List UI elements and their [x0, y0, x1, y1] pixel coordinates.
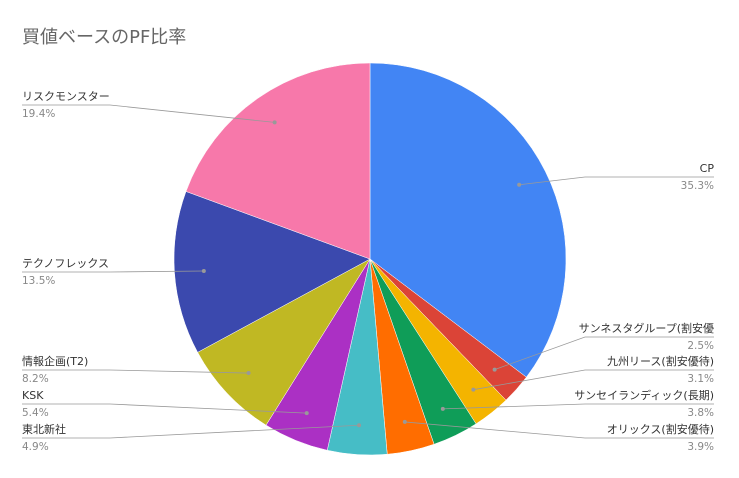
- slice-label: 情報企画(T2): [22, 354, 88, 368]
- leader-line: [22, 270, 204, 273]
- slice-value-label: 2.5%: [687, 340, 714, 352]
- slice-value-label: 35.3%: [681, 180, 714, 192]
- slice-label: サンネスタグループ(割安優: [579, 321, 714, 335]
- slice-label: テクノフレックス: [22, 257, 109, 270]
- leader-dot: [517, 182, 522, 187]
- leader-dot: [440, 406, 445, 411]
- leader-dot: [201, 269, 206, 274]
- leader-dot: [492, 367, 497, 372]
- slice-label: リスクモンスター: [22, 90, 110, 103]
- pie-slice: [173, 191, 371, 353]
- pie-slice: [185, 62, 371, 260]
- leader-line: [519, 176, 714, 186]
- leader-line: [404, 421, 714, 439]
- pie-slice: [369, 62, 567, 378]
- leader-dot: [471, 387, 476, 392]
- pie-slice: [197, 258, 371, 426]
- leader-dot: [272, 120, 277, 125]
- slice-label: 九州リース(割安優待): [607, 354, 714, 368]
- slice-value-label: 5.4%: [22, 407, 49, 419]
- leader-dot: [402, 419, 407, 424]
- slice-value-label: 3.1%: [687, 373, 714, 385]
- slice-label: オリックス(割安優待): [607, 422, 714, 436]
- leader-line: [473, 369, 714, 391]
- leader-line: [22, 104, 275, 123]
- slice-value-label: 3.9%: [687, 441, 714, 453]
- slice-value-label: 13.5%: [22, 275, 55, 287]
- chart-title: 買値ベースのPF比率: [22, 27, 186, 48]
- slice-label: 東北新社: [22, 422, 66, 436]
- slice-label: サンセイランディック(長期): [574, 388, 714, 402]
- leader-dot: [304, 411, 309, 416]
- leader-line: [22, 424, 360, 439]
- leader-line: [494, 336, 714, 370]
- slice-label: CP: [700, 162, 715, 175]
- slice-value-label: 4.9%: [22, 441, 49, 453]
- leader-line: [442, 403, 714, 410]
- leader-line: [22, 403, 307, 414]
- leader-dot: [357, 423, 362, 428]
- leader-line: [22, 369, 249, 374]
- slice-value-label: 19.4%: [22, 108, 55, 120]
- slice-value-label: 3.8%: [687, 407, 714, 419]
- leader-dot: [246, 371, 251, 376]
- slice-value-label: 8.2%: [22, 373, 49, 385]
- slice-label: KSK: [22, 389, 44, 402]
